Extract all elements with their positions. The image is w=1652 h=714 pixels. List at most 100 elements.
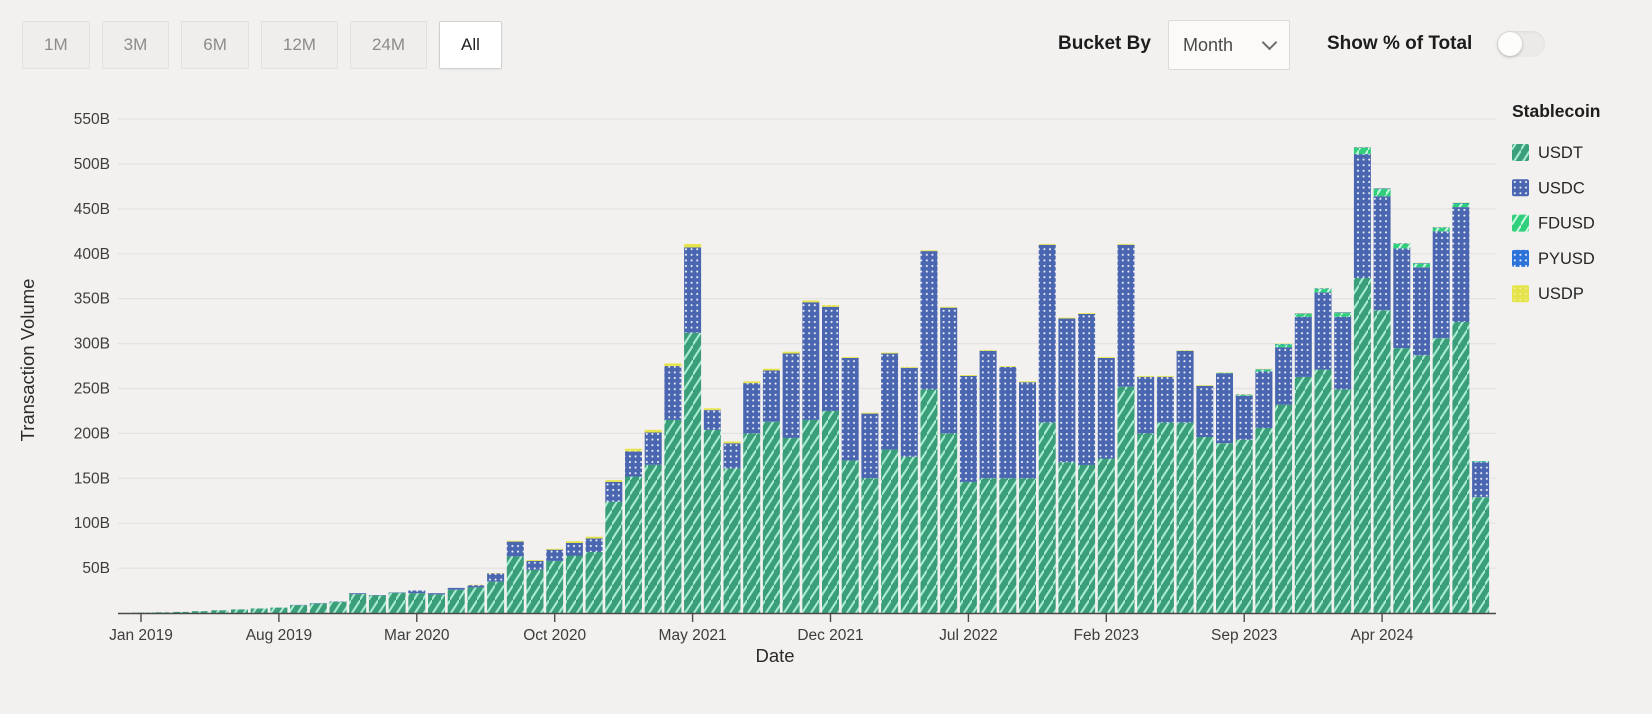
legend-item-fdusd[interactable]: FDUSD (1512, 214, 1595, 233)
bar-segment-fdusd[interactable] (1353, 147, 1371, 155)
bar-segment-usdt[interactable] (743, 433, 761, 613)
bar-segment-usdc[interactable] (1275, 347, 1293, 405)
bar-segment-usdp[interactable] (743, 381, 761, 384)
bar-segment-fdusd[interactable] (1472, 461, 1490, 463)
bar-segment-usdt[interactable] (684, 332, 702, 613)
bar-segment-usdp[interactable] (1196, 385, 1214, 386)
bar-segment-usdc[interactable] (1334, 316, 1352, 390)
bar-segment-usdt[interactable] (428, 594, 445, 613)
bar-segment-usdc[interactable] (1058, 318, 1076, 463)
bar-segment-fdusd[interactable] (1235, 394, 1253, 396)
bar-segment-usdc[interactable] (1393, 248, 1411, 349)
bar-segment-usdc[interactable] (349, 593, 367, 595)
bar-segment-usdc[interactable] (723, 443, 741, 469)
bar-segment-usdp[interactable] (1097, 357, 1115, 358)
bar-segment-usdc[interactable] (1452, 207, 1470, 322)
bar-segment-usdp[interactable] (1058, 317, 1076, 319)
bar-segment-fdusd[interactable] (1255, 369, 1273, 372)
bar-segment-pyusd[interactable] (1353, 147, 1371, 148)
bar-segment-usdp[interactable] (1038, 243, 1056, 245)
bar-segment-usdt[interactable] (822, 410, 839, 613)
bar-segment-usdc[interactable] (1432, 231, 1450, 339)
show-pct-toggle[interactable] (1497, 31, 1545, 57)
bar-segment-usdp[interactable] (940, 306, 958, 308)
bar-segment-usdc[interactable] (1353, 154, 1371, 278)
bar-segment-usdc[interactable] (940, 307, 958, 434)
bar-segment-usdp[interactable] (565, 541, 583, 543)
bar-segment-usdt[interactable] (900, 456, 918, 613)
bar-segment-usdt[interactable] (782, 437, 800, 613)
bar-segment-usdc[interactable] (1373, 196, 1391, 311)
bar-segment-usdc[interactable] (743, 383, 761, 434)
bar-segment-usdt[interactable] (881, 449, 899, 613)
bar-segment-usdt[interactable] (802, 419, 820, 613)
bar-segment-usdc[interactable] (1137, 376, 1155, 434)
bar-segment-usdp[interactable] (684, 243, 702, 248)
bar-segment-usdp[interactable] (920, 250, 938, 252)
bar-segment-usdt[interactable] (250, 608, 268, 614)
legend-item-usdc[interactable]: USDC (1512, 179, 1585, 197)
bar-segment-usdc[interactable] (1196, 385, 1214, 437)
bar-segment-usdc[interactable] (1117, 244, 1135, 387)
bar-segment-usdt[interactable] (1294, 376, 1312, 613)
bar-segment-usdt[interactable] (191, 611, 209, 613)
bar-segment-usdp[interactable] (664, 363, 682, 367)
bar-segment-usdt[interactable] (152, 612, 170, 613)
bar-segment-usdt[interactable] (447, 589, 465, 613)
bar-segment-usdt[interactable] (1373, 310, 1391, 613)
bar-segment-usdt[interactable] (664, 419, 682, 613)
bar-segment-usdc[interactable] (1472, 462, 1490, 498)
bar-segment-usdc[interactable] (861, 413, 879, 479)
bar-segment-usdt[interactable] (565, 555, 583, 614)
bar-segment-usdc[interactable] (1097, 358, 1115, 459)
bar-segment-usdc[interactable] (999, 366, 1017, 479)
bar-segment-usdt[interactable] (1117, 386, 1135, 613)
bar-segment-usdc[interactable] (1255, 371, 1273, 428)
bar-segment-usdc[interactable] (1294, 316, 1312, 377)
bar-segment-usdp[interactable] (802, 300, 820, 303)
bar-segment-usdt[interactable] (841, 460, 859, 613)
bar-segment-usdp[interactable] (999, 366, 1017, 367)
bar-segment-fdusd[interactable] (1294, 314, 1312, 317)
bar-segment-usdt[interactable] (1432, 338, 1450, 613)
bar-segment-usdp[interactable] (861, 412, 879, 414)
bar-segment-usdt[interactable] (368, 595, 386, 614)
bar-segment-usdc[interactable] (447, 587, 465, 590)
bar-segment-usdp[interactable] (1078, 313, 1096, 314)
bar-segment-usdc[interactable] (565, 543, 583, 556)
bar-segment-usdt[interactable] (467, 587, 485, 613)
bar-segment-usdc[interactable] (1314, 292, 1332, 370)
bar-segment-usdt[interactable] (861, 478, 879, 613)
bar-segment-usdp[interactable] (585, 536, 603, 539)
bar-segment-usdc[interactable] (684, 247, 702, 333)
bar-segment-usdt[interactable] (1216, 443, 1233, 613)
bar-segment-usdc[interactable] (1176, 350, 1194, 423)
bar-segment-usdc[interactable] (408, 590, 426, 594)
bar-segment-usdt[interactable] (487, 581, 505, 613)
bar-segment-usdt[interactable] (940, 433, 958, 613)
bar-segment-fdusd[interactable] (1413, 263, 1430, 268)
bar-segment-usdt[interactable] (1137, 433, 1155, 613)
bar-segment-usdc[interactable] (1156, 376, 1174, 423)
bar-segment-fdusd[interactable] (1452, 203, 1470, 208)
bar-segment-usdc[interactable] (487, 573, 505, 582)
bar-segment-usdc[interactable] (1078, 314, 1096, 465)
bar-segment-usdc[interactable] (841, 358, 859, 461)
bar-segment-usdc[interactable] (585, 538, 603, 553)
bar-segment-usdc[interactable] (1019, 382, 1036, 479)
bar-segment-usdc[interactable] (428, 593, 445, 595)
bar-segment-usdc[interactable] (822, 306, 839, 411)
bar-segment-usdc[interactable] (802, 302, 820, 420)
bar-segment-usdt[interactable] (1334, 389, 1352, 613)
bar-segment-usdp[interactable] (1156, 375, 1174, 377)
bar-segment-usdt[interactable] (625, 476, 642, 614)
bar-segment-usdt[interactable] (211, 610, 229, 613)
bar-segment-pyusd[interactable] (1432, 227, 1450, 228)
bar-segment-usdc[interactable] (1038, 244, 1056, 423)
bar-segment-usdc[interactable] (979, 350, 997, 479)
bar-segment-usdc[interactable] (506, 541, 524, 557)
bar-segment-pyusd[interactable] (1334, 312, 1352, 313)
bar-segment-usdp[interactable] (782, 351, 800, 354)
legend-item-pyusd[interactable]: PYUSD (1512, 249, 1595, 268)
bar-segment-usdc[interactable] (467, 585, 485, 588)
